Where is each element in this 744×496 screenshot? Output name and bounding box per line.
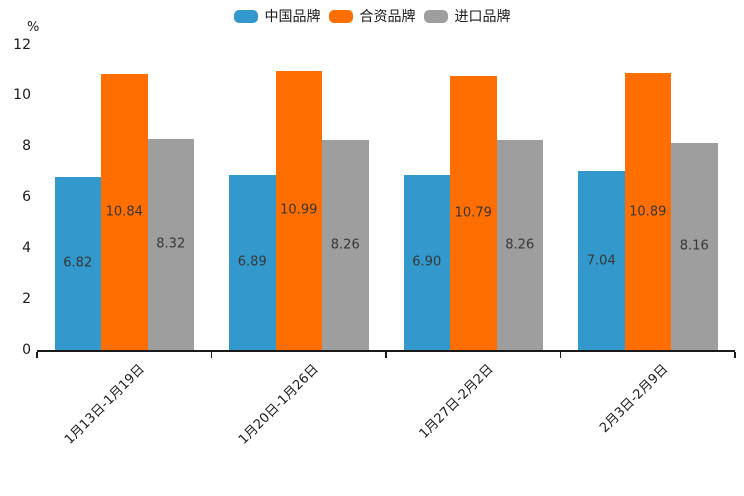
- legend-item-1: 合资品牌: [328, 6, 416, 26]
- bar-value-label: 10.79: [454, 205, 492, 221]
- bar-0-group-2: 6.90: [403, 174, 450, 350]
- legend-label: 合资品牌: [359, 9, 416, 25]
- bar-1-group-2: 10.79: [450, 75, 497, 350]
- legend-label: 进口品牌: [454, 9, 511, 25]
- bar-value-label: 6.90: [412, 254, 442, 270]
- bar-value-label: 8.32: [156, 236, 186, 252]
- x-axis-tick-mark: [36, 352, 38, 358]
- bar-value-label: 8.16: [679, 238, 709, 254]
- bar-0-group-0: 6.82: [54, 176, 101, 350]
- bar-value-label: 10.84: [105, 204, 143, 220]
- y-tick-label-0: 0: [22, 341, 31, 358]
- legend-swatch-icon: [328, 9, 353, 23]
- bar-value-label: 8.26: [505, 237, 535, 253]
- x-axis-tick-mark: [734, 352, 736, 358]
- legend-swatch-icon: [423, 9, 448, 23]
- legend: 中国品牌 合资品牌 进口品牌: [0, 6, 744, 26]
- y-tick-label-6: 6: [22, 189, 31, 205]
- x-axis-tick-mark: [385, 352, 387, 358]
- bar-value-label: 10.99: [280, 202, 318, 218]
- bar-2-group-2: 8.26: [496, 140, 543, 350]
- bar-2-group-0: 8.32: [147, 138, 194, 350]
- legend-item-0: 中国品牌: [233, 6, 321, 26]
- legend-swatch-icon: [233, 9, 258, 23]
- bar-value-label: 6.82: [63, 255, 93, 271]
- y-tick-label-8: 8: [22, 138, 31, 155]
- bar-value-label: 6.89: [237, 254, 267, 270]
- bar-0-group-1: 6.89: [229, 174, 276, 350]
- bar-value-label: 10.89: [629, 204, 667, 220]
- legend-item-2: 进口品牌: [423, 6, 511, 26]
- bar-value-label: 7.04: [586, 253, 616, 269]
- bar-1-group-0: 10.84: [101, 74, 148, 350]
- y-tick-label-2: 2: [22, 290, 31, 307]
- bar-1-group-3: 10.89: [624, 73, 671, 350]
- x-axis-tick-mark: [210, 352, 213, 358]
- y-axis-unit-label: %: [27, 20, 40, 35]
- y-tick-label-10: 10: [13, 87, 31, 104]
- x-tick-label-1: 1月20日-1月26日: [236, 361, 323, 448]
- y-tick-label-12: 12: [13, 36, 31, 53]
- bar-2-group-1: 8.26: [322, 140, 369, 350]
- bar-0-group-3: 7.04: [578, 171, 625, 350]
- bar-1-group-1: 10.99: [275, 70, 322, 350]
- bar-value-label: 8.26: [330, 237, 360, 253]
- legend-label: 中国品牌: [264, 9, 321, 25]
- bar-2-group-3: 8.16: [671, 142, 718, 350]
- plot-area: 6.82 10.84 8.32 6.89 10.99 8.26 6.90 10.79 8.26 7…: [37, 45, 735, 352]
- x-tick-label-2: 1月27日-2月2日: [416, 361, 497, 442]
- x-axis-tick-mark: [559, 352, 562, 358]
- x-tick-label-0: 1月13日-1月19日: [61, 361, 148, 448]
- y-tick-label-4: 4: [22, 239, 31, 256]
- x-tick-label-3: 2月3日-2月9日: [597, 361, 672, 436]
